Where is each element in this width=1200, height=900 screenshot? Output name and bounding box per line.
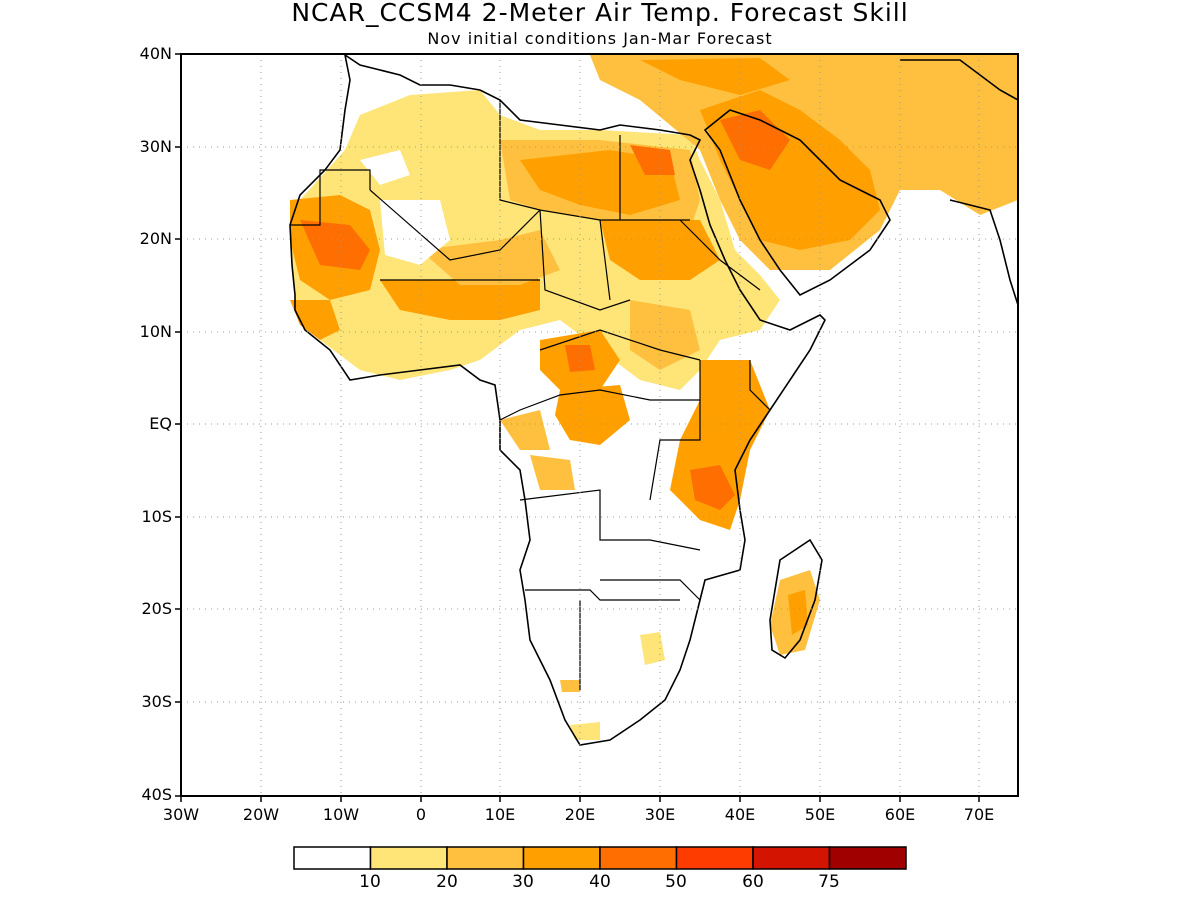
colorbar [293, 846, 907, 870]
colorbar-label: 10 [359, 872, 381, 892]
colorbar-label: 50 [665, 872, 687, 892]
map-panel [175, 53, 1019, 802]
lat-label-30n: 30N [139, 137, 172, 156]
colorbar-swatch [446, 846, 525, 870]
lon-label-30e: 30E [644, 805, 676, 824]
lon-label-70e: 70E [963, 805, 995, 824]
lon-label-0: 0 [415, 805, 427, 824]
lon-label-20e: 20E [564, 805, 596, 824]
lat-label-20s: 20S [141, 599, 172, 618]
axis-ticks [175, 53, 980, 802]
colorbar-label: 60 [742, 872, 764, 892]
lon-label-60e: 60E [884, 805, 916, 824]
colorbar-swatch [369, 846, 448, 870]
lat-label-eq: EQ [149, 414, 172, 433]
colorbar-swatch [522, 846, 601, 870]
country-borders [290, 100, 771, 690]
lon-label-40e: 40E [724, 805, 756, 824]
lon-label-10w: 10W [322, 805, 360, 824]
lat-label-40s: 40S [141, 785, 172, 804]
graticule [181, 54, 1018, 796]
colorbar-label: 75 [818, 872, 840, 892]
colorbar-swatch [293, 846, 372, 870]
lat-label-30s: 30S [141, 692, 172, 711]
colorbar-swatch [752, 846, 831, 870]
lat-label-20n: 20N [139, 229, 172, 248]
lon-label-10e: 10E [484, 805, 516, 824]
coastlines [289, 53, 1019, 746]
chart-subtitle: Nov initial conditions Jan-Mar Forecast [427, 29, 773, 48]
lat-label-10n: 10N [139, 322, 172, 341]
colorbar-label: 40 [589, 872, 611, 892]
colorbar-label: 20 [436, 872, 458, 892]
lon-label-30w: 30W [162, 805, 200, 824]
colorbar-swatch [675, 846, 754, 870]
map-frame [180, 53, 1019, 797]
colorbar-swatch [828, 846, 907, 870]
colorbar-label: 30 [512, 872, 534, 892]
chart-title: NCAR_CCSM4 2-Meter Air Temp. Forecast Sk… [291, 0, 909, 27]
lat-label-40n: 40N [139, 44, 172, 63]
colorbar-swatch [599, 846, 678, 870]
lon-label-50e: 50E [804, 805, 836, 824]
lon-label-20w: 20W [242, 805, 280, 824]
lat-label-10s: 10S [141, 507, 172, 526]
